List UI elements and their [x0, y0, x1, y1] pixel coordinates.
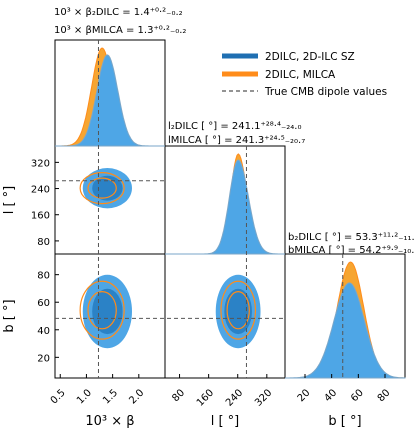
y-tick-label-b-3: 80	[37, 271, 50, 282]
x-tick-label-l-3: 320	[253, 387, 274, 408]
contour-beta-b-2dilc-inner	[92, 288, 123, 335]
y-tick-label-l-0: 80	[37, 237, 50, 248]
contour-beta-b-milca-inner	[87, 291, 117, 330]
y-tick-label-b-0: 20	[37, 353, 50, 364]
legend-label-2dilc-sz: 2DILC, 2D-ILC SZ	[265, 51, 355, 63]
title-b-2dilc: b₂DILC [ °] = 53.3⁺¹¹·²₋₁₁.₅	[288, 232, 415, 243]
y-tick-label-b-1: 40	[37, 326, 50, 337]
hist-b-series-0	[285, 282, 406, 379]
y-tick-label-l-1: 160	[31, 211, 50, 222]
x-tick-label-b-1: 40	[322, 387, 339, 404]
x-axis-label-l: l [ °]	[211, 414, 240, 429]
y-tick-label-l-2: 240	[31, 185, 50, 196]
y-tick-label-b-2: 60	[37, 298, 50, 309]
legend-label-reference: True CMB dipole values	[264, 86, 387, 98]
contour-beta-l-2dilc-inner	[92, 175, 123, 201]
contour-l-b-milca-inner	[226, 291, 250, 330]
title-beta-2dilc: 10³ × β₂DILC = 1.4⁺⁰·²₋₀.₂	[54, 7, 183, 18]
x-axis-label-beta: 10³ × β	[85, 414, 134, 429]
x-tick-label-b-2: 60	[349, 387, 366, 404]
x-axis-label-b: b [ °]	[328, 414, 361, 429]
reference-lines	[55, 40, 344, 378]
x-tick-label-beta-2: 1.5	[101, 387, 120, 406]
contour-beta-l-milca-inner	[87, 177, 117, 199]
x-tick-label-beta-3: 2.0	[127, 387, 146, 406]
contour-l-b-2dilc-inner	[224, 288, 252, 335]
title-beta-milca: 10³ × βMILCA = 1.3⁺⁰·²₋₀.₂	[54, 25, 186, 36]
y-tick-label-l-3: 320	[31, 158, 50, 169]
legend-label-milca: 2DILC, MILCA	[265, 69, 336, 81]
legend: 2DILC, 2D-ILC SZ 2DILC, MILCA True CMB d…	[222, 51, 387, 98]
contour-beta-l-milca-outer	[79, 171, 125, 205]
x-tick-label-b-0: 20	[296, 387, 313, 404]
y-axis-label-b: b [ °]	[2, 299, 17, 332]
x-tick-label-l-2: 240	[224, 387, 245, 408]
hist-beta-series-0	[55, 54, 165, 147]
y-axis-label-l: l [ °]	[2, 186, 17, 215]
x-tick-label-beta-1: 1.0	[75, 387, 94, 406]
x-tick-label-b-3: 80	[376, 387, 393, 404]
title-l-2dilc: l₂DILC [ °] = 241.1⁺²⁸·⁴₋₂₄.₀	[168, 121, 301, 132]
x-tick-label-beta-0: 0.5	[49, 387, 68, 406]
hist-l-series-0	[165, 159, 285, 255]
title-l-milca: lMILCA [ °] = 241.3⁺²⁴·⁵₋₂₀.₇	[168, 135, 305, 146]
contour-l-b-milca-outer	[220, 280, 257, 340]
contour-beta-b-milca-outer	[79, 280, 125, 340]
title-b-milca: bMILCA [ °] = 54.2⁺⁹·⁹₋₁₀.₁	[288, 245, 415, 256]
x-tick-label-l-0: 80	[170, 387, 187, 404]
x-tick-label-l-1: 160	[195, 387, 216, 408]
